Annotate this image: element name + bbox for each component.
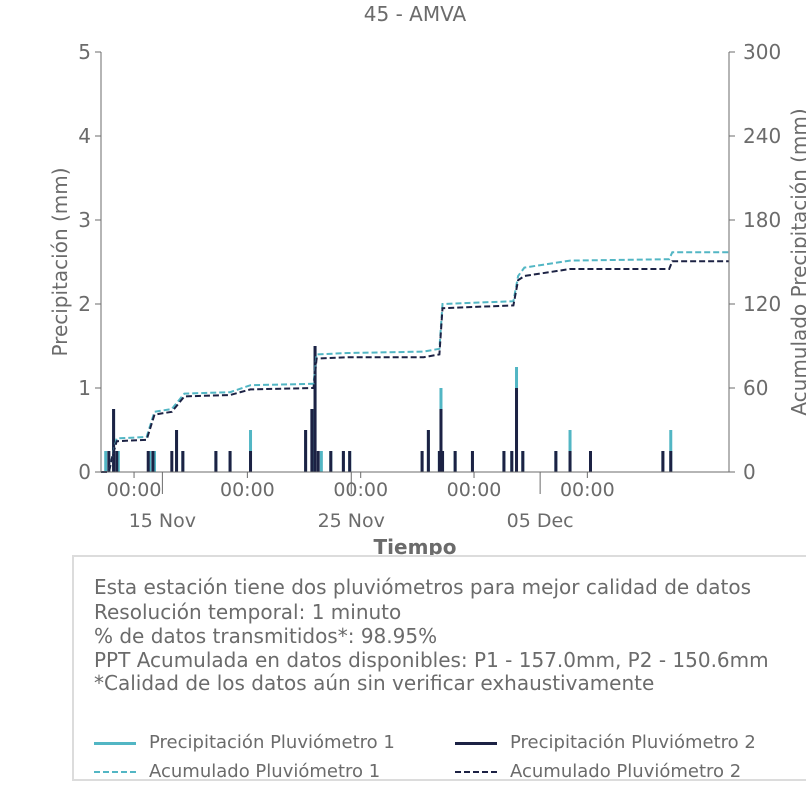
y-axis-left-label: Precipitación (mm)	[48, 167, 72, 356]
y-left-tick-label: 2	[78, 292, 91, 316]
info-line: % de datos transmitidos*: 98.95%	[94, 624, 438, 648]
chart-title: 45 - AMVA	[364, 2, 467, 26]
cumulative-line-1	[101, 251, 729, 473]
legend-label: Acumulado Pluviómetro 2	[510, 761, 742, 782]
y-left-tick-label: 5	[78, 40, 91, 64]
y-right-tick-label: 300	[743, 40, 781, 64]
x-axis-label: Tiempo	[374, 535, 457, 556]
info-line: *Calidad de los datos aún sin verificar …	[94, 671, 655, 695]
x-major-tick-label: 05 Dec	[507, 510, 574, 532]
x-major-tick-label: 15 Nov	[129, 510, 196, 532]
legend-label: Precipitación Pluviómetro 2	[510, 732, 756, 753]
legend-swatch	[94, 771, 136, 773]
legend-swatch	[94, 742, 136, 745]
y-right-tick-label: 60	[743, 376, 768, 400]
x-minor-tick-label: 00:00	[220, 479, 275, 501]
y-left-tick-label: 3	[78, 208, 91, 232]
legend-swatch	[455, 771, 497, 773]
y-left-tick-label: 0	[78, 460, 91, 484]
x-major-tick-label: 25 Nov	[318, 510, 385, 532]
legend-label: Acumulado Pluviómetro 1	[149, 761, 381, 782]
y-right-tick-label: 240	[743, 124, 781, 148]
x-minor-tick-label: 00:00	[560, 479, 615, 501]
cumulative-line-2	[101, 260, 729, 473]
y-left-tick-label: 4	[78, 124, 91, 148]
x-minor-tick-label: 00:00	[447, 479, 502, 501]
rain-chart: 45 - AMVA 0 1 2 3 4 5 0 60 120 180 240 300 15 Nov 25 …	[48, 2, 806, 556]
legend-swatch	[455, 742, 497, 745]
legend-label: Precipitación Pluviómetro 1	[149, 732, 395, 753]
info-line: Resolución temporal: 1 minuto	[94, 600, 402, 624]
y-left-tick-label: 1	[78, 376, 91, 400]
info-line: Esta estación tiene dos pluviómetros par…	[94, 575, 752, 599]
info-line: PPT Acumulada en datos disponibles: P1 -…	[94, 648, 769, 672]
y-right-tick-label: 180	[743, 208, 781, 232]
x-minor-tick-label: 00:00	[333, 479, 388, 501]
x-minor-tick-label: 00:00	[107, 479, 162, 501]
info-box: Esta estación tiene dos pluviómetros par…	[72, 555, 806, 782]
y-right-tick-label: 0	[743, 460, 756, 484]
y-right-tick-label: 120	[743, 292, 781, 316]
y-axis-right-label: Acumulado Precipitación (mm)	[787, 108, 806, 415]
